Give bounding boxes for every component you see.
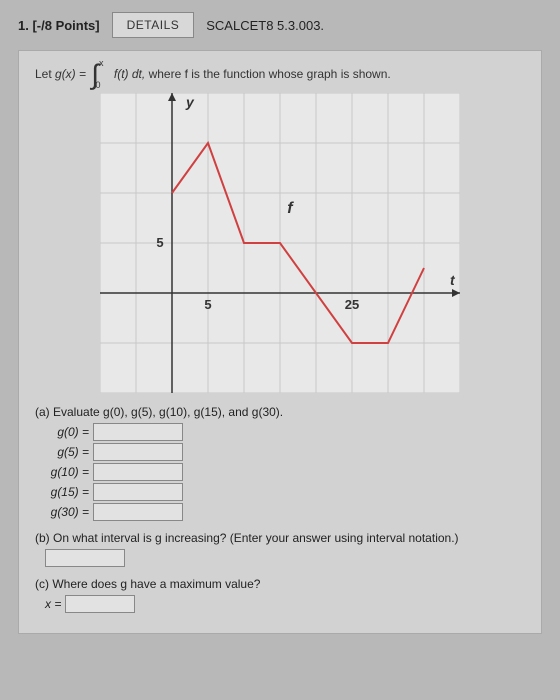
g10-input[interactable] (93, 463, 183, 481)
svg-text:y: y (185, 94, 195, 110)
eval-row: g(30) = (45, 503, 525, 521)
x-equals-label: x = (45, 597, 61, 611)
eval-label: g(5) = (45, 445, 93, 459)
question-header: 1. [-/8 Points] DETAILS SCALCET8 5.3.003… (18, 12, 542, 38)
svg-text:t: t (450, 272, 456, 288)
part-a-list: g(0) = g(5) = g(10) = g(15) = g(30) = (45, 423, 525, 521)
interval-input[interactable] (45, 549, 125, 567)
eval-row: g(5) = (45, 443, 525, 461)
part-b-text: (b) On what interval is g increasing? (E… (35, 531, 459, 545)
part-b: (b) On what interval is g increasing? (E… (35, 531, 525, 567)
let-text: Let (35, 67, 55, 81)
eval-row: g(10) = (45, 463, 525, 481)
part-c-text: (c) Where does g have a maximum value? (35, 577, 260, 591)
gx-text: g(x) = (55, 67, 89, 81)
eval-row: g(15) = (45, 483, 525, 501)
part-c: (c) Where does g have a maximum value? x… (35, 577, 525, 613)
eval-label: g(15) = (45, 485, 93, 499)
svg-text:5: 5 (156, 235, 163, 250)
eval-label: g(10) = (45, 465, 93, 479)
question-number: 1. [-/8 Points] (18, 18, 100, 33)
eval-label: g(30) = (45, 505, 93, 519)
integrand-text: f(t) dt, (114, 67, 145, 81)
question-content: Let g(x) = ∫ x 0 f(t) dt, where f is the… (18, 50, 542, 634)
svg-text:f: f (287, 200, 294, 217)
integral-upper: x (99, 58, 104, 68)
g0-input[interactable] (93, 423, 183, 441)
g15-input[interactable] (93, 483, 183, 501)
integral-expr: ∫ x 0 (89, 65, 110, 85)
xmax-input[interactable] (65, 595, 135, 613)
svg-text:25: 25 (345, 297, 359, 312)
source-ref: SCALCET8 5.3.003. (206, 18, 324, 33)
details-button[interactable]: DETAILS (112, 12, 195, 38)
part-c-row: x = (45, 595, 525, 613)
where-text: where f is the function whose graph is s… (149, 67, 391, 81)
prompt-line: Let g(x) = ∫ x 0 f(t) dt, where f is the… (35, 65, 525, 85)
g5-input[interactable] (93, 443, 183, 461)
eval-label: g(0) = (45, 425, 93, 439)
function-graph: 5 25 5 y t f (100, 93, 460, 393)
graph-container: 5 25 5 y t f (35, 93, 525, 393)
part-a: (a) Evaluate g(0), g(5), g(10), g(15), a… (35, 405, 525, 521)
g30-input[interactable] (93, 503, 183, 521)
eval-row: g(0) = (45, 423, 525, 441)
part-a-text: (a) Evaluate g(0), g(5), g(10), g(15), a… (35, 405, 283, 419)
svg-text:5: 5 (204, 297, 211, 312)
integral-lower: 0 (96, 80, 101, 90)
